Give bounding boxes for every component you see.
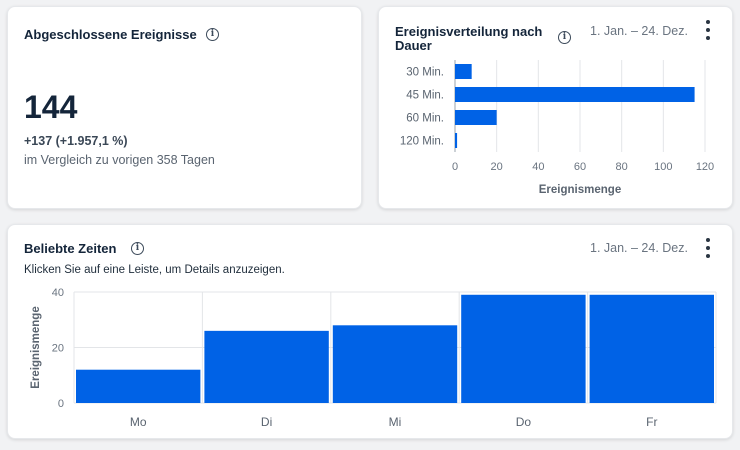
x-tick-label: 120 [696,161,714,173]
popular-times-card: Beliebte Zeiten i Klicken Sie auf eine L… [7,224,733,439]
date-range[interactable]: 1. Jan. – 24. Dez. [590,24,688,38]
duration-distribution-card: Ereignisverteilung nach Dauer i 1. Jan. … [378,6,733,209]
bar [204,330,329,403]
y-tick-label: 60 Min. [406,113,444,125]
bar [76,369,201,403]
bar [455,64,472,79]
bar [461,294,586,403]
y-tick-label: 120 Min. [400,136,444,148]
y-tick-label: 30 Min. [406,67,444,79]
card-title: Beliebte Zeiten [24,241,117,256]
duration-bar-chart: 0 20 40 60 80 100 120 30 Min. 45 Min. 60 Min. 120 … [400,60,714,196]
x-tick-label: Mo [130,415,147,429]
popular-times-bar-chart: 0 20 40 Mo Di Mi Do Fr Ereignismenge [30,287,717,429]
kebab-menu-icon[interactable] [704,20,712,42]
y-tick-label: 45 Min. [406,90,444,102]
x-tick-label: Fr [646,415,657,429]
kebab-menu-icon[interactable] [704,238,712,260]
info-icon[interactable]: i [131,242,144,255]
bar [589,294,714,403]
x-tick-label: Di [261,415,272,429]
card-title: Abgeschlossene Ereignisse [24,27,197,42]
card-title-line1: Ereignisverteilung nach [395,24,543,39]
x-tick-label: 60 [574,161,586,173]
x-tick-label: 80 [616,161,628,173]
y-tick-label: 40 [52,287,64,299]
info-icon[interactable]: i [558,31,571,44]
x-axis-title: Ereignismenge [539,184,621,196]
x-tick-label: 100 [654,161,672,173]
completed-events-card: Abgeschlossene Ereignisse i 144 +137 (+1… [7,6,362,209]
x-tick-label: 0 [452,161,458,173]
card-title-line2: Dauer [395,38,432,53]
bar [332,325,458,403]
y-axis-title: Ereignismenge [30,306,42,388]
x-tick-label: 20 [491,161,503,173]
x-tick-label: 40 [532,161,544,173]
y-tick-label: 0 [58,398,64,410]
bar [455,110,497,125]
card-subtitle: Klicken Sie auf eine Leiste, um Details … [24,264,285,276]
date-range[interactable]: 1. Jan. – 24. Dez. [590,241,688,255]
y-tick-label: 20 [52,343,64,355]
x-tick-label: Do [516,415,532,429]
comparison-text: im Vergleich zu vorigen 358 Tagen [24,153,215,167]
completed-events-count: 144 [24,89,78,125]
bar [455,87,695,102]
delta-text: +137 (+1.957,1 %) [24,134,128,148]
info-icon[interactable]: i [206,28,219,41]
bar [455,133,458,148]
x-tick-label: Mi [389,415,402,429]
